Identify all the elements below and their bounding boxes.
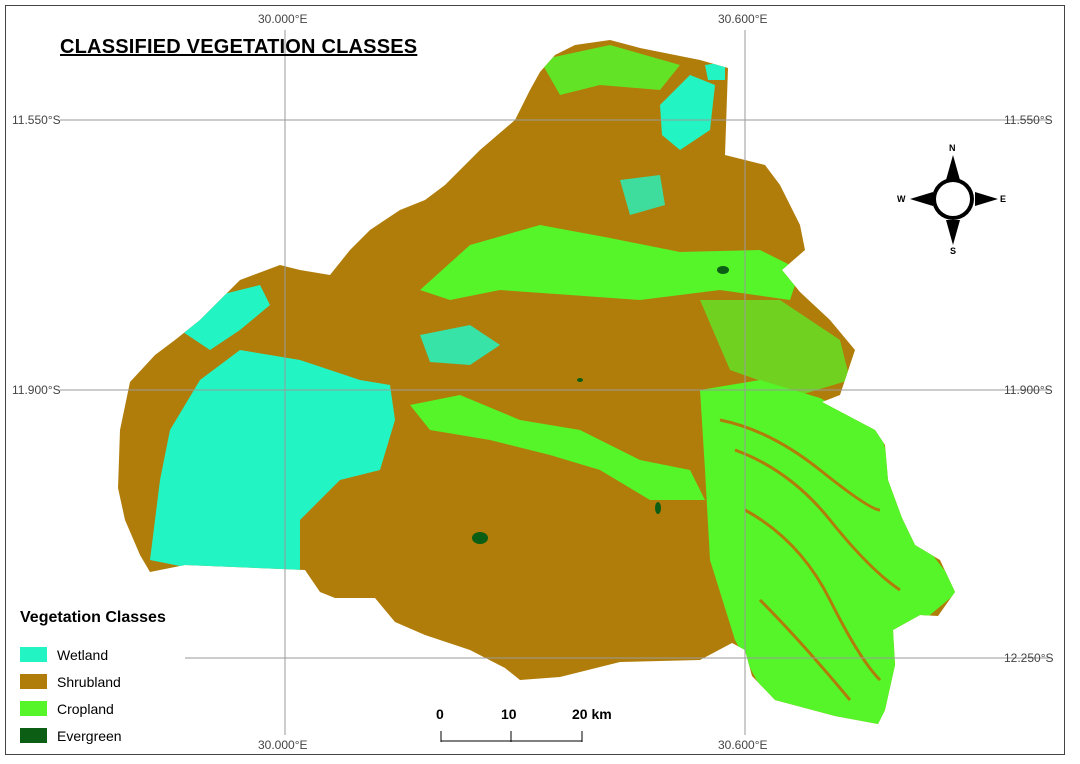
scale-label: 20 km (572, 706, 612, 722)
cropland-east-fringe (700, 300, 850, 395)
lat-label-left: 11.900°S (12, 383, 61, 397)
lon-label-bottom: 30.600°E (718, 738, 768, 752)
map-frame (5, 5, 1065, 755)
legend-label: Evergreen (57, 727, 122, 744)
lat-label-right: 12.250°S (1004, 651, 1054, 665)
map-title: CLASSIFIED VEGETATION CLASSES (60, 36, 418, 58)
wetland-west (150, 350, 395, 570)
cropland-north-patch (540, 45, 680, 95)
legend-item-cropland: Cropland (20, 695, 166, 722)
scale-label: 10 (501, 706, 517, 722)
legend-label: Cropland (57, 700, 114, 717)
cropland-central-band (420, 225, 800, 300)
wetland-central (420, 325, 500, 365)
lon-label-top: 30.000°E (258, 12, 308, 26)
compass-south-label: S (950, 246, 957, 256)
wetland-northeast (660, 75, 715, 150)
evergreen-patch (717, 266, 729, 274)
legend-item-wetland: Wetland (20, 641, 166, 668)
lon-label-top: 30.600°E (718, 12, 768, 26)
wetland-north-small (705, 62, 725, 80)
wetland-northwest (180, 285, 270, 350)
lat-label-left: 11.550°S (12, 113, 61, 127)
legend-swatch (20, 728, 47, 743)
legend: Vegetation Classes Wetland Shrubland Cropl… (20, 609, 166, 749)
lon-label-bottom: 30.000°E (258, 738, 308, 752)
drainage-lines (719, 418, 901, 701)
compass-east-label: E (1000, 194, 1007, 204)
legend-label: Wetland (57, 646, 109, 663)
evergreen-patch (472, 532, 488, 544)
evergreen-patch (655, 502, 661, 514)
legend-item-shrubland: Shrubland (20, 668, 166, 695)
lat-label-right: 11.550°S (1004, 113, 1053, 127)
legend-swatch (20, 647, 47, 662)
scale-label: 0 (436, 706, 444, 722)
compass-north-label: N (949, 143, 956, 153)
lat-label-right: 11.900°S (1004, 383, 1053, 397)
cropland-river-band (410, 395, 705, 500)
legend-label: Shrubland (57, 673, 121, 690)
legend-swatch (20, 674, 47, 689)
evergreen-patch (577, 378, 583, 382)
compass-west-label: W (897, 194, 906, 204)
north-arrow (910, 155, 998, 245)
scale-bar (440, 731, 583, 742)
legend-item-evergreen: Evergreen (20, 722, 166, 749)
legend-swatch (20, 701, 47, 716)
graticule (60, 30, 1050, 735)
wetland-north-center (620, 175, 665, 215)
legend-title: Vegetation Classes (20, 609, 166, 626)
